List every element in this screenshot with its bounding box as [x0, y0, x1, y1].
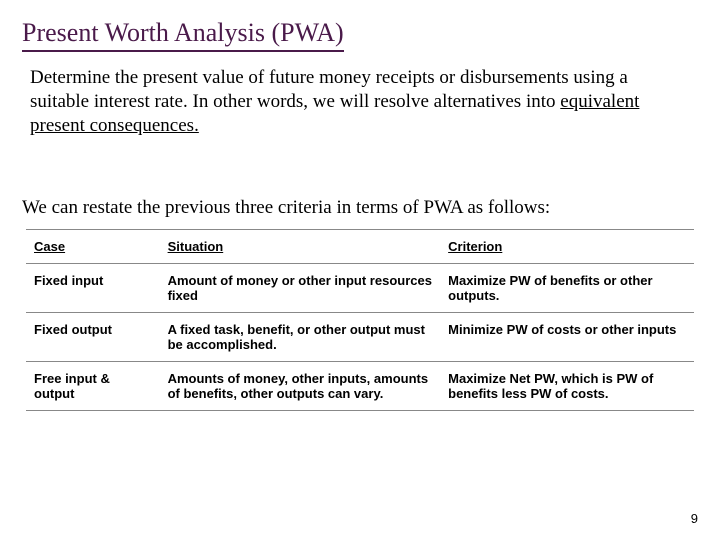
cell-situation: Amount of money or other input resources…: [160, 264, 441, 313]
cell-case: Fixed output: [26, 313, 160, 362]
cell-case: Free input & output: [26, 362, 160, 411]
page-number: 9: [691, 511, 698, 526]
cell-situation: Amounts of money, other inputs, amounts …: [160, 362, 441, 411]
col-header-criterion: Criterion: [440, 230, 694, 264]
table-row: Fixed output A fixed task, benefit, or o…: [26, 313, 694, 362]
col-header-case: Case: [26, 230, 160, 264]
criteria-table: Case Situation Criterion Fixed input Amo…: [26, 229, 694, 411]
cell-criterion: Maximize PW of benefits or other outputs…: [440, 264, 694, 313]
restate-line: We can restate the previous three criter…: [22, 197, 694, 219]
cell-situation: A fixed task, benefit, or other output m…: [160, 313, 441, 362]
table-row: Fixed input Amount of money or other inp…: [26, 264, 694, 313]
cell-criterion: Minimize PW of costs or other inputs: [440, 313, 694, 362]
table-header-row: Case Situation Criterion: [26, 230, 694, 264]
table-row: Free input & output Amounts of money, ot…: [26, 362, 694, 411]
cell-case: Fixed input: [26, 264, 160, 313]
slide-title: Present Worth Analysis (PWA): [22, 18, 344, 52]
cell-criterion: Maximize Net PW, which is PW of benefits…: [440, 362, 694, 411]
intro-paragraph: Determine the present value of future mo…: [26, 66, 694, 137]
col-header-situation: Situation: [160, 230, 441, 264]
intro-text-plain: Determine the present value of future mo…: [30, 67, 628, 112]
